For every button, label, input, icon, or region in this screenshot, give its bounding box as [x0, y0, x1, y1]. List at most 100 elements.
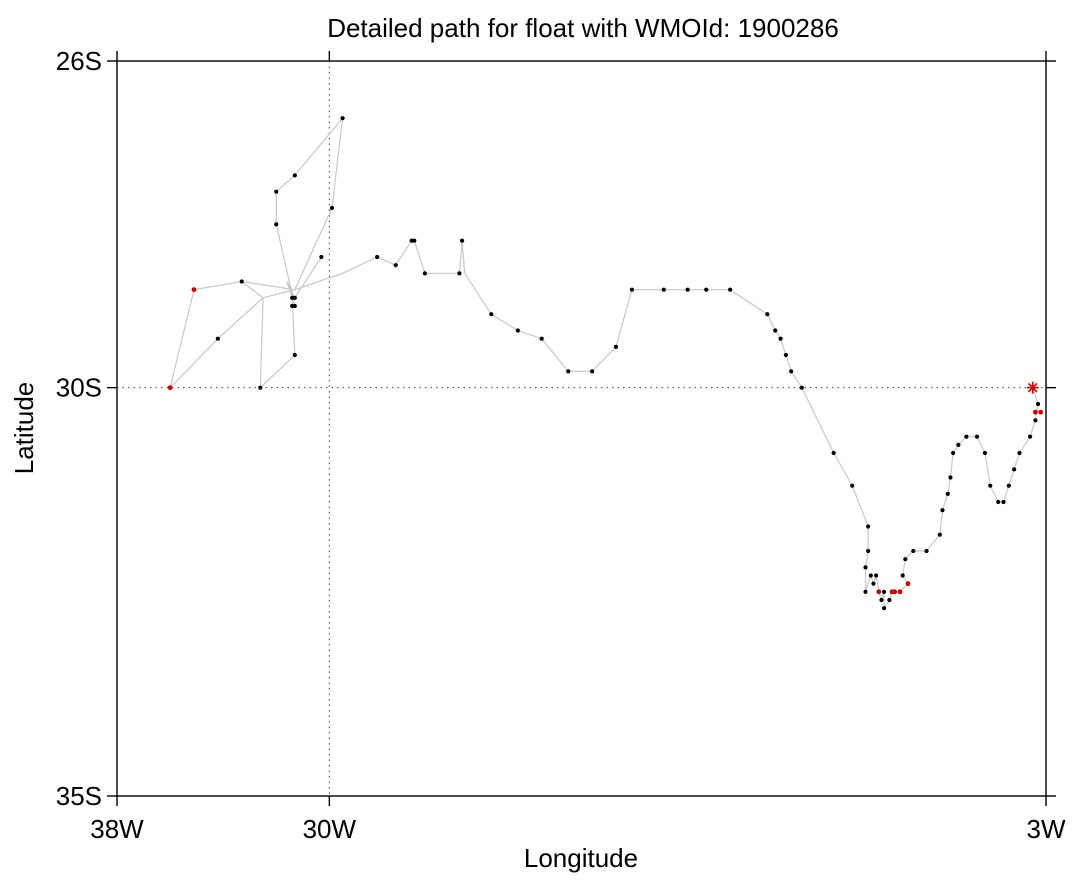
profile-point — [924, 548, 929, 554]
profile-point — [974, 434, 980, 439]
flagged-profile-point — [1032, 409, 1038, 415]
profile-point — [1001, 499, 1006, 505]
x-tick-label: 38W — [90, 814, 144, 844]
profile-point — [613, 344, 619, 349]
profile-point — [996, 499, 1001, 505]
profile-point — [661, 287, 666, 292]
profile-point — [590, 369, 595, 374]
profile-point — [868, 573, 873, 578]
profile-point — [393, 263, 398, 268]
profile-point — [982, 450, 988, 456]
x-tick-label: 3W — [1027, 814, 1066, 844]
profile-point — [874, 573, 879, 578]
flagged-profile-point — [897, 589, 903, 595]
profile-point — [887, 597, 892, 603]
profile-point — [239, 279, 244, 284]
y-tick-label: 30S — [56, 373, 102, 403]
flagged-layer — [167, 287, 1044, 595]
profile-point — [956, 442, 961, 447]
profile-point — [290, 295, 295, 300]
profile-point — [566, 369, 571, 374]
profile-point — [881, 606, 887, 611]
plot-frame — [116, 60, 1047, 797]
profile-point — [459, 238, 465, 243]
grid-lines — [117, 61, 1046, 796]
profile-point — [964, 434, 969, 439]
profile-point — [258, 385, 263, 390]
profile-point — [489, 312, 494, 317]
x-tick-label: 30W — [303, 814, 357, 844]
profile-point — [1006, 483, 1011, 488]
profile-point — [1027, 434, 1033, 439]
asterisk-stroke — [1027, 382, 1038, 393]
flagged-profile-point — [892, 589, 898, 595]
profile-point — [375, 254, 380, 260]
profile-point — [903, 557, 908, 562]
y-tick-label: 35S — [56, 781, 102, 811]
last-position-marker — [1026, 381, 1039, 394]
profile-point — [789, 369, 794, 374]
profile-point — [863, 565, 868, 570]
profile-point — [940, 508, 945, 513]
profile-point — [704, 287, 709, 292]
last-position-layer — [1026, 381, 1039, 394]
flagged-profile-point — [167, 385, 173, 391]
profile-point — [1033, 418, 1038, 423]
profile-point — [685, 287, 690, 292]
profile-point — [329, 205, 335, 211]
profile-point — [948, 475, 953, 480]
x-axis-label: Longitude — [524, 843, 638, 873]
profile-point — [799, 385, 804, 390]
profile-point — [728, 287, 733, 292]
profile-point — [457, 271, 462, 276]
profile-point — [863, 589, 868, 594]
profile-point — [879, 597, 884, 603]
profile-point — [629, 287, 635, 292]
profile-point — [881, 589, 887, 594]
chart-title: Detailed path for float with WMOId: 1900… — [327, 13, 839, 43]
y-axis-label: Latitude — [9, 382, 39, 475]
profile-point — [911, 548, 916, 554]
profile-point — [866, 524, 871, 529]
profile-point — [900, 573, 905, 578]
profile-point — [412, 238, 417, 243]
y-axis: 26S 30S 35S — [56, 46, 1056, 811]
profile-point — [292, 352, 297, 358]
y-tick-label: 26S — [56, 46, 102, 76]
profile-point — [951, 450, 956, 456]
profile-point — [945, 491, 950, 496]
profile-point — [871, 581, 876, 586]
flagged-profile-point — [1038, 409, 1044, 415]
flagged-profile-point — [905, 581, 911, 587]
profile-point — [850, 483, 855, 488]
profile-point — [778, 336, 783, 341]
profile-point — [866, 548, 871, 554]
profile-point — [937, 532, 942, 537]
profile-point — [340, 116, 345, 121]
flagged-profile-point — [191, 287, 197, 293]
profile-point — [274, 189, 279, 194]
profile-point — [515, 328, 520, 333]
profile-point — [831, 450, 836, 456]
profile-point — [292, 173, 297, 178]
profile-point — [1012, 467, 1017, 472]
profile-point — [539, 336, 544, 341]
profile-point — [319, 254, 324, 260]
profile-point — [765, 312, 770, 317]
profile-point — [1035, 401, 1041, 407]
x-axis: 38W 30W 3W — [90, 51, 1066, 844]
profile-point — [988, 483, 993, 488]
profile-point — [783, 352, 788, 358]
float-path-line — [168, 116, 1039, 611]
profile-point — [1017, 450, 1022, 456]
profile-point — [292, 303, 297, 309]
path-line-layer — [168, 116, 1039, 611]
plot-border — [116, 60, 1047, 797]
profile-point — [422, 271, 427, 276]
profile-point — [773, 328, 778, 333]
profile-point — [274, 222, 279, 227]
profile-point — [215, 336, 220, 341]
profile-layer — [215, 116, 1041, 611]
flagged-profile-point — [876, 589, 882, 595]
